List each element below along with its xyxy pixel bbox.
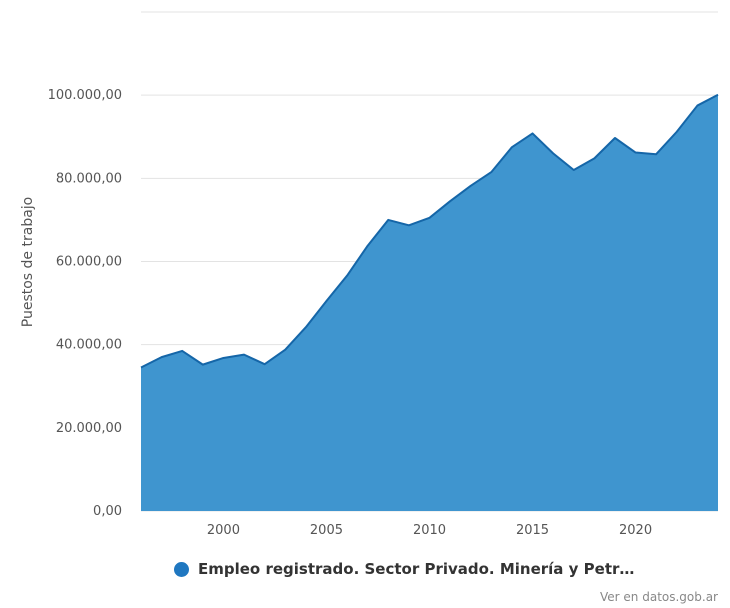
data-point[interactable] xyxy=(303,324,309,330)
y-tick-label: 0,00 xyxy=(93,504,122,519)
legend-marker-icon xyxy=(174,561,189,577)
data-point[interactable] xyxy=(447,198,453,204)
data-point[interactable] xyxy=(138,365,144,371)
series-area-fill[interactable] xyxy=(141,94,718,511)
x-axis-ticks: 2000 2005 2010 2015 2020 xyxy=(207,523,652,538)
data-point[interactable] xyxy=(385,217,391,223)
data-point[interactable] xyxy=(694,103,700,109)
data-point[interactable] xyxy=(262,361,268,367)
data-point[interactable] xyxy=(468,183,474,189)
data-point[interactable] xyxy=(344,273,350,279)
x-tick-label: 2005 xyxy=(310,523,343,538)
data-point[interactable] xyxy=(200,362,206,368)
credit-link[interactable]: Ver en datos.gob.ar xyxy=(600,590,718,604)
series-area xyxy=(138,92,721,511)
data-point[interactable] xyxy=(530,130,536,136)
data-point[interactable] xyxy=(427,215,433,221)
y-tick-label: 100.000,00 xyxy=(48,88,122,103)
legend-label: Empleo registrado. Sector Privado. Miner… xyxy=(198,560,635,578)
data-point[interactable] xyxy=(179,348,185,354)
data-point[interactable] xyxy=(241,352,247,358)
data-point[interactable] xyxy=(509,144,515,150)
data-point[interactable] xyxy=(591,155,597,161)
data-point[interactable] xyxy=(550,150,556,156)
y-tick-label: 20.000,00 xyxy=(56,421,122,436)
series-line[interactable] xyxy=(140,93,719,369)
y-axis-ticks: 0,00 20.000,00 40.000,00 60.000,00 80.000,00… xyxy=(48,88,122,519)
y-tick-label: 40.000,00 xyxy=(56,338,122,353)
data-point[interactable] xyxy=(612,135,618,141)
data-point[interactable] xyxy=(159,354,165,360)
data-point[interactable] xyxy=(715,92,721,98)
data-point[interactable] xyxy=(365,243,371,249)
x-tick-label: 2000 xyxy=(207,523,240,538)
x-tick-label: 2010 xyxy=(413,523,446,538)
x-tick-label: 2015 xyxy=(516,523,549,538)
x-tick-label: 2020 xyxy=(619,523,652,538)
data-point[interactable] xyxy=(220,355,226,361)
data-point[interactable] xyxy=(633,150,639,156)
y-tick-label: 80.000,00 xyxy=(56,171,122,186)
y-tick-label: 60.000,00 xyxy=(56,255,122,270)
data-point[interactable] xyxy=(653,151,659,157)
data-point[interactable] xyxy=(488,169,494,175)
data-point[interactable] xyxy=(323,298,329,304)
legend-item[interactable]: Empleo registrado. Sector Privado. Miner… xyxy=(174,560,634,578)
data-point[interactable] xyxy=(282,347,288,353)
data-point[interactable] xyxy=(571,167,577,173)
data-point[interactable] xyxy=(674,129,680,135)
y-axis-title: Puestos de trabajo xyxy=(20,197,36,327)
data-point[interactable] xyxy=(406,222,412,228)
